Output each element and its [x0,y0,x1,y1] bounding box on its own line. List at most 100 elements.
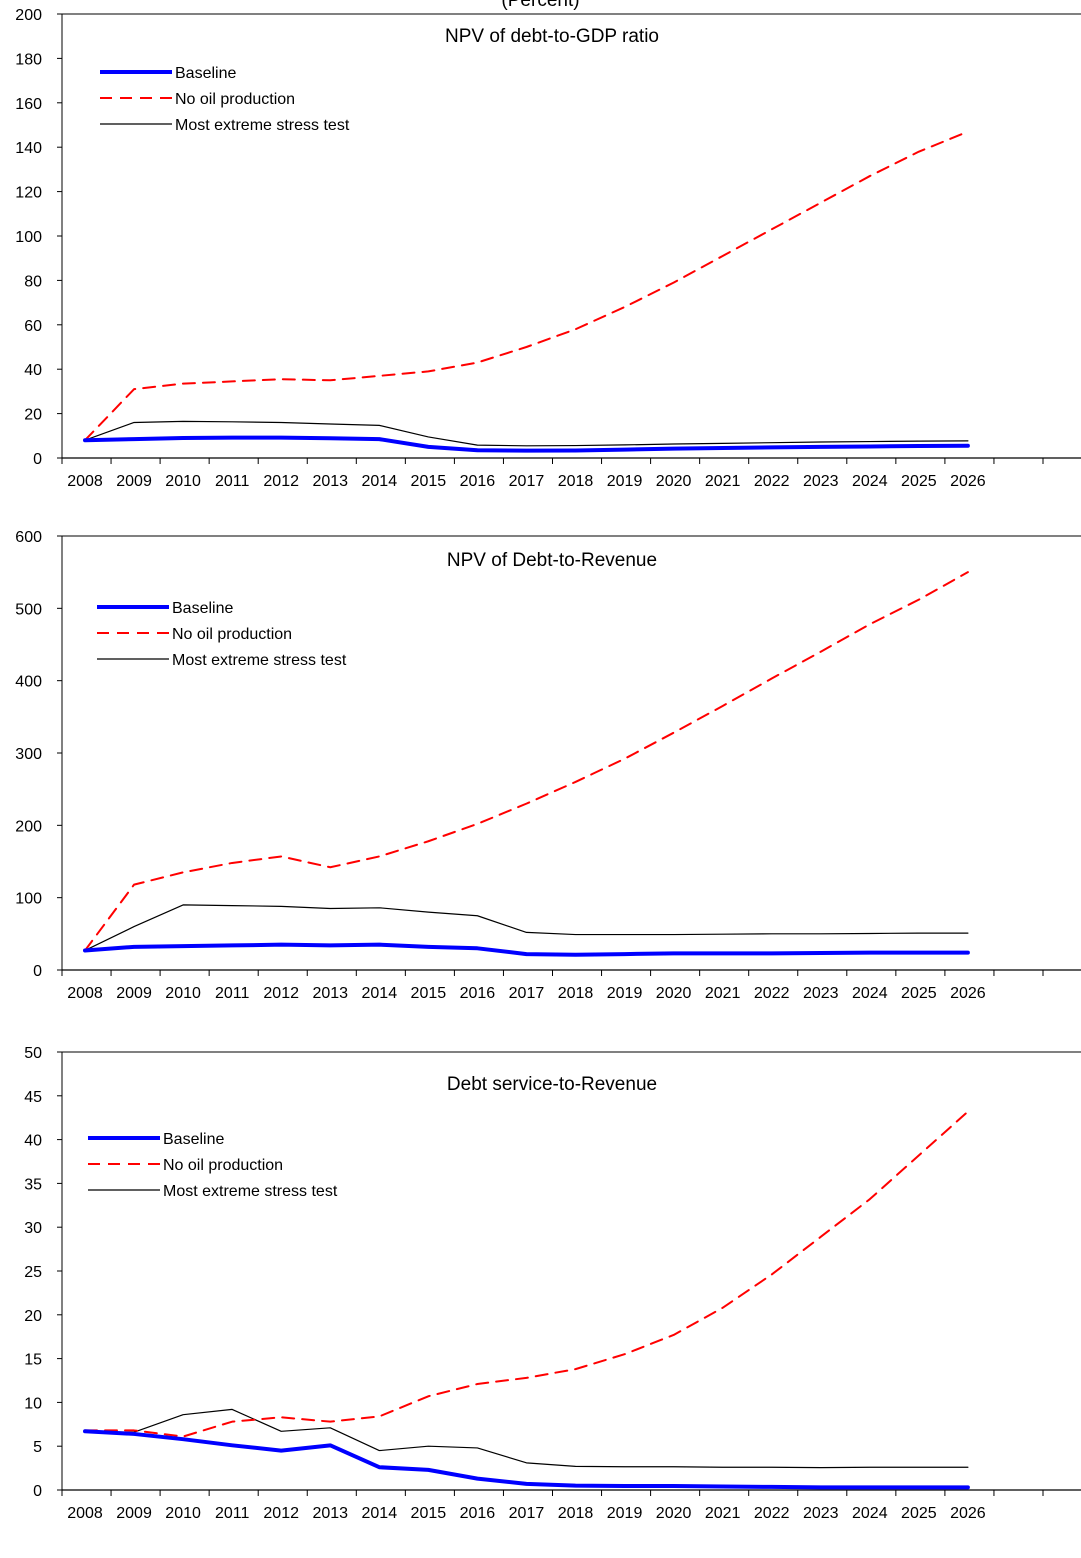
y-tick-label: 10 [24,1395,42,1412]
x-tick-label: 2013 [312,473,348,490]
x-tick-label: 2015 [411,473,447,490]
y-tick-label: 60 [24,318,42,335]
x-tick-label: 2022 [754,1505,790,1522]
x-tick-label: 2025 [901,1505,937,1522]
y-tick-label: 200 [15,7,42,24]
chart-title: NPV of debt-to-GDP ratio [445,26,659,47]
x-tick-label: 2009 [116,985,152,1002]
x-tick-label: 2017 [509,1505,545,1522]
x-tick-label: 2016 [460,473,496,490]
y-tick-label: 25 [24,1264,42,1281]
legend-label: No oil production [163,1157,283,1174]
y-tick-label: 5 [33,1439,42,1456]
series-line-baseline [83,435,970,453]
x-tick-label: 2021 [705,1505,741,1522]
series-line-most-extreme-stress-test [84,420,969,447]
x-tick-label: 2016 [460,985,496,1002]
legend-label: Most extreme stress test [163,1183,338,1200]
legend: Baseline No oil production Most extreme st… [97,600,347,669]
y-tick-label: 100 [15,891,42,908]
x-tick-label: 2026 [950,473,986,490]
x-tick-label: 2009 [116,473,152,490]
x-tick-label: 2019 [607,1505,643,1522]
y-tick-label: 600 [15,529,42,546]
x-tick-label: 2026 [950,1505,986,1522]
y-tick-label: 300 [15,746,42,763]
x-tick-label: 2012 [263,985,299,1002]
y-tick-label: 20 [24,407,42,424]
x-tick-label: 2026 [950,985,986,1002]
x-tick-label: 2013 [312,985,348,1002]
series-line-no-oil-production [84,571,969,952]
y-tick-label: 20 [24,1308,42,1325]
x-tick-label: 2023 [803,473,839,490]
x-tick-label: 2009 [116,1505,152,1522]
x-tick-label: 2018 [558,473,594,490]
x-tick-label: 2024 [852,985,888,1002]
series-line-baseline [83,942,970,957]
legend-label: Most extreme stress test [172,652,347,669]
legend-label: Baseline [172,600,233,617]
y-tick-label: 45 [24,1089,42,1106]
x-tick-label: 2023 [803,1505,839,1522]
x-tick-label: 2015 [411,985,447,1002]
y-tick-label: 180 [15,51,42,68]
x-tick-label: 2017 [509,985,545,1002]
y-tick-label: 120 [15,185,42,202]
y-tick-label: 500 [15,601,42,618]
x-tick-label: 2011 [215,1505,250,1522]
y-tick-label: 40 [24,1133,42,1150]
series-line-no-oil-production [84,130,969,442]
legend-label: No oil production [172,626,292,643]
legend-label: Baseline [175,65,236,82]
legend-label: Most extreme stress test [175,117,350,134]
x-tick-label: 2010 [165,1505,201,1522]
series-line-no-oil-production [84,1110,969,1438]
x-tick-label: 2020 [656,473,692,490]
x-tick-label: 2014 [362,985,398,1002]
series-line-baseline [83,1429,970,1490]
x-tick-label: 2025 [901,985,937,1002]
x-tick-label: 2014 [362,1505,398,1522]
x-tick-label: 2013 [312,1505,348,1522]
x-tick-label: 2008 [67,1505,103,1522]
x-tick-label: 2024 [852,1505,888,1522]
x-tick-label: 2017 [509,473,545,490]
x-tick-label: 2010 [165,473,201,490]
x-tick-label: 2010 [165,985,201,1002]
y-tick-label: 0 [33,963,42,980]
legend-label: No oil production [175,91,295,108]
chart-panel-1: 0 20 40 60 80 100 120 140 160 180 200 2008 2009 2010 2… [15,7,1081,490]
legend: Baseline No oil production Most extreme st… [88,1131,338,1200]
y-tick-label: 80 [24,273,42,290]
x-tick-label: 2018 [558,985,594,1002]
y-tick-label: 200 [15,818,42,835]
y-tick-label: 400 [15,674,42,691]
x-tick-label: 2012 [263,1505,299,1522]
x-tick-label: 2024 [852,473,888,490]
x-tick-label: 2021 [705,985,741,1002]
x-tick-label: 2020 [656,1505,692,1522]
y-tick-label: 160 [15,96,42,113]
x-tick-label: 2008 [67,473,103,490]
x-tick-label: 2015 [411,1505,447,1522]
y-tick-label: 15 [24,1352,42,1369]
x-tick-label: 2011 [215,985,250,1002]
y-tick-label: 100 [15,229,42,246]
y-tick-label: 35 [24,1176,42,1193]
x-tick-label: 2014 [362,473,398,490]
y-tick-label: 40 [24,362,42,379]
chart-panel-2: 0 100 200 300 400 500 600 2008 2009 2010 2011 2012 2… [15,529,1081,1002]
x-tick-label: 2022 [754,473,790,490]
x-tick-label: 2008 [67,985,103,1002]
chart-title: Debt service-to-Revenue [447,1074,657,1095]
y-tick-label: 140 [15,140,42,157]
x-tick-label: 2012 [263,473,299,490]
y-tick-label: 50 [24,1045,42,1062]
x-tick-label: 2011 [215,473,250,490]
figure-subtitle: (Percent) [501,0,580,11]
x-tick-label: 2016 [460,1505,496,1522]
chart-title: NPV of Debt-to-Revenue [447,550,657,571]
